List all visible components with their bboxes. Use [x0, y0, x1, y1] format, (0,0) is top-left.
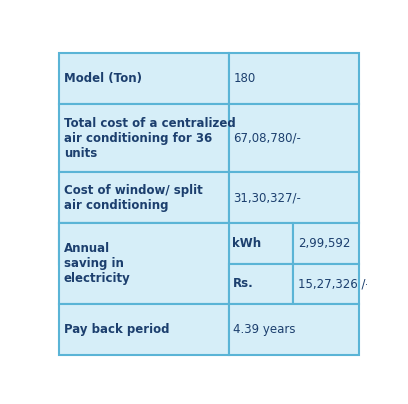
Text: Rs.: Rs. — [233, 278, 253, 290]
Text: Total cost of a centralized
air conditioning for 36
units: Total cost of a centralized air conditio… — [64, 117, 235, 160]
Bar — [293, 223, 359, 264]
Text: kWh: kWh — [233, 237, 262, 250]
Text: 15,27,326 /-: 15,27,326 /- — [298, 278, 370, 290]
Text: 4.39 years: 4.39 years — [233, 323, 296, 336]
Text: 67,08,780/-: 67,08,780/- — [233, 132, 301, 145]
Bar — [59, 223, 228, 264]
Bar — [59, 53, 228, 104]
Bar — [228, 223, 293, 264]
Bar — [228, 264, 293, 304]
Bar — [59, 173, 228, 223]
Text: Pay back period: Pay back period — [64, 323, 169, 336]
Text: Cost of window/ split
air conditioning: Cost of window/ split air conditioning — [64, 184, 202, 212]
Text: 31,30,327/-: 31,30,327/- — [233, 191, 301, 204]
Bar — [228, 53, 359, 104]
Text: Model (Ton): Model (Ton) — [64, 72, 142, 85]
Text: 2,99,592: 2,99,592 — [298, 237, 350, 250]
Bar — [228, 304, 359, 355]
Text: Annual
saving in
electricity: Annual saving in electricity — [64, 242, 131, 285]
Bar — [228, 173, 359, 223]
Bar — [59, 304, 228, 355]
Bar — [59, 223, 228, 304]
Text: 180: 180 — [233, 72, 256, 85]
Bar — [293, 264, 359, 304]
Bar — [228, 104, 359, 173]
Bar — [59, 104, 228, 173]
